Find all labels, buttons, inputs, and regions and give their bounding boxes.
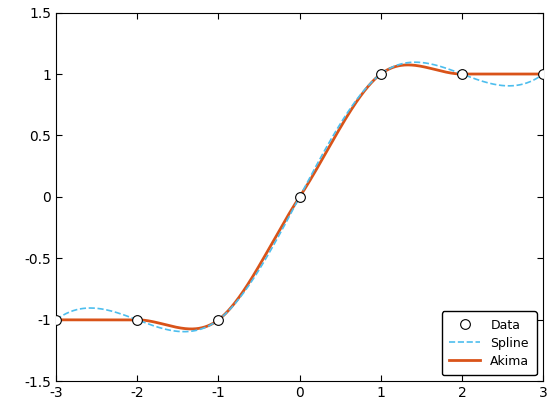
Spline bbox=[250, 276, 257, 281]
Akima bbox=[442, 70, 449, 75]
Akima bbox=[53, 317, 59, 322]
Data bbox=[53, 317, 59, 322]
Spline bbox=[412, 59, 418, 65]
Data bbox=[377, 72, 384, 77]
Legend: Data, Spline, Akima: Data, Spline, Akima bbox=[442, 311, 537, 375]
Data bbox=[215, 317, 222, 322]
Akima bbox=[268, 243, 274, 248]
Data bbox=[134, 317, 141, 322]
Spline bbox=[181, 329, 188, 334]
Spline bbox=[540, 72, 547, 77]
Spline bbox=[102, 307, 109, 312]
Spline bbox=[442, 66, 449, 71]
Spline bbox=[388, 65, 394, 70]
Akima bbox=[102, 317, 109, 322]
Akima bbox=[405, 62, 412, 67]
Akima bbox=[433, 67, 440, 72]
Spline bbox=[268, 247, 274, 252]
Line: Data: Data bbox=[51, 69, 548, 325]
Akima bbox=[250, 273, 257, 278]
Data bbox=[459, 72, 465, 77]
Akima bbox=[388, 66, 394, 71]
Spline bbox=[433, 63, 440, 68]
Line: Akima: Akima bbox=[56, 65, 543, 329]
Spline bbox=[53, 317, 59, 322]
Data bbox=[540, 72, 547, 77]
Akima bbox=[188, 326, 194, 331]
Data bbox=[296, 194, 303, 199]
Akima bbox=[540, 72, 547, 77]
Line: Spline: Spline bbox=[56, 62, 543, 332]
